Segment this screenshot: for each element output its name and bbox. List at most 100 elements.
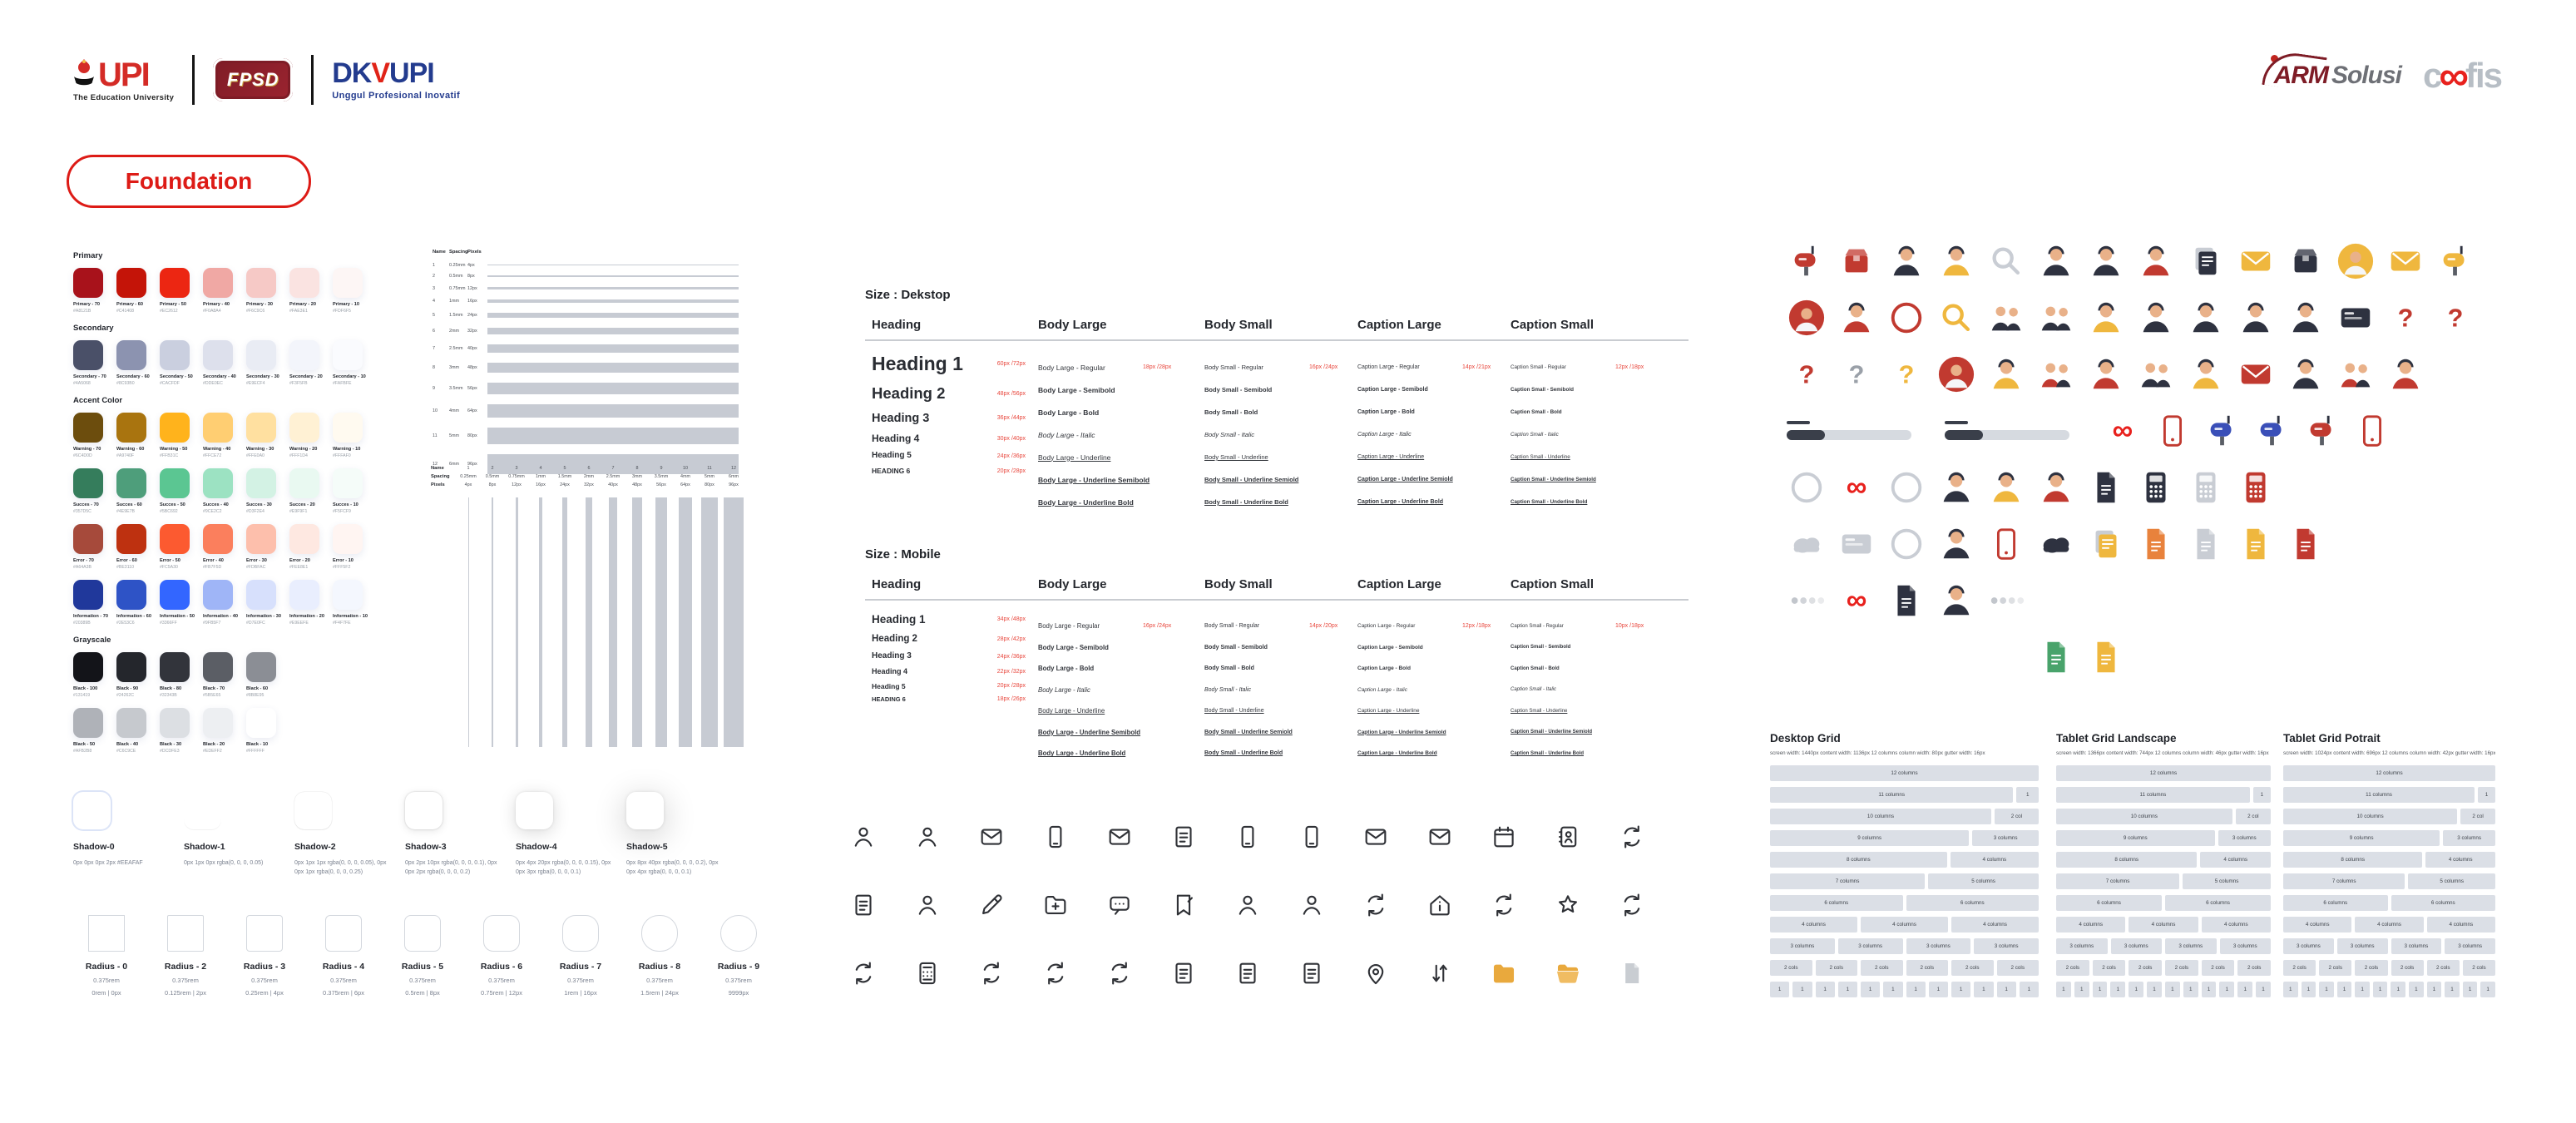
radius-card: Radius - 8 0.375rem 1.5rem | 24px xyxy=(626,915,693,997)
user-return-double-icon xyxy=(1295,888,1328,922)
color-swatch-label: Primary - 40 xyxy=(203,302,230,307)
illustration-person xyxy=(2036,241,2076,281)
color-swatch-hex: #8B8E95 xyxy=(246,693,265,698)
color-swatch-box xyxy=(333,524,363,554)
color-swatch-label: Error - 60 xyxy=(116,558,137,563)
illustration-circle xyxy=(1886,298,1926,338)
type-variant-row: Caption Large - Underline Bold xyxy=(1357,491,1515,513)
color-swatch-box xyxy=(73,652,103,682)
grid-panel: Desktop Grid screen width: 1440px content… xyxy=(1770,732,2039,1003)
spacing-px: 24px xyxy=(560,482,570,487)
spacing-name: 5 xyxy=(433,313,435,318)
shadow-name: Shadow-3 xyxy=(405,842,447,852)
illustration-search xyxy=(1986,241,2026,281)
foundation-button[interactable]: Foundation xyxy=(67,155,311,208)
type-size-note: 18px /28px xyxy=(1143,364,1172,370)
grid-box: 2 cols xyxy=(2319,960,2352,976)
color-swatch: Warning - 30 #FFE0A0 xyxy=(246,413,276,458)
heading-size-note: 20px /28px xyxy=(996,683,1026,690)
calendar-mail-icon xyxy=(1487,820,1520,853)
color-swatch-label: Black - 30 xyxy=(160,742,182,747)
file-icon xyxy=(1615,957,1649,990)
star-plus-icon xyxy=(1551,888,1585,922)
type-variant-row: Body Small - Underline Semiold xyxy=(1204,468,1362,491)
spacing-scale-vertical: Name Spacing Pixels 1 0.25mm 4px 2 0.5mm 8px 3 0.7… xyxy=(431,466,747,757)
spacing-name: 3 xyxy=(433,285,435,291)
user-dollar-icon xyxy=(911,820,944,853)
color-swatch-box xyxy=(160,708,190,738)
color-group-title: Accent Color xyxy=(73,396,123,405)
illustration-mail xyxy=(2236,354,2276,394)
grid-panel: Tablet Grid Potrait screen width: 1024px … xyxy=(2283,732,2496,1003)
partner-logos: ARM Solusi c ∞ fis xyxy=(2261,49,2503,96)
type-variant-row: Body Large - Regular 16px /24px xyxy=(1038,616,1196,637)
grid-row: 9 columns 3 columns xyxy=(1770,830,2039,846)
type-variant-row: Body Small - Underline Semiold xyxy=(1204,722,1362,744)
swatch-row: Warning - 70 #6C4D0D Warning - 60 #A9740F Wa… xyxy=(73,413,431,458)
radius-card: Radius - 4 0.375rem 0.375rem | 6px xyxy=(310,915,377,997)
color-swatch-hex: #357D5C xyxy=(73,509,91,514)
color-swatch: Error - 70 #A64A3B xyxy=(73,524,103,570)
type-variant-row: Body Small - Semibold xyxy=(1204,637,1362,659)
spacing-mm: 2.5mm xyxy=(606,474,621,479)
shadow-sample-box xyxy=(294,792,332,829)
color-swatch: Error - 10 #FFF5F2 xyxy=(333,524,363,570)
color-swatch: Information - 20 #E9EEFE xyxy=(289,580,324,626)
grid-box: 3 columns xyxy=(2219,938,2271,954)
spacing-mm: 3mm xyxy=(632,474,642,479)
type-variant-text: Caption Large - Underline Bold xyxy=(1357,750,1437,757)
grid-box: 4 columns xyxy=(2200,852,2271,868)
color-swatch-box xyxy=(289,524,319,554)
swatch-row: Succes - 70 #357D5C Succes - 60 #4E9E7B Succ… xyxy=(73,468,431,514)
spacing-px: 64px xyxy=(680,482,690,487)
spacing-px: 8px xyxy=(488,482,497,487)
doc-check-icon xyxy=(1167,957,1200,990)
type-size-note: 10px /18px xyxy=(1615,623,1644,630)
color-swatch-hex: #FFE0A0 xyxy=(246,453,265,458)
typography-desktop-section: Size : Dekstop Heading Body Large Body Smal… xyxy=(865,288,1697,507)
spacing-px: 96px xyxy=(467,462,477,467)
heading-size-note: 60px /72px xyxy=(996,361,1026,367)
shadow-sample-box xyxy=(516,792,553,829)
radius-value: 0.125rem | 2px xyxy=(165,989,206,997)
phone-sync-icon xyxy=(1039,820,1072,853)
color-swatch-label: Succes - 20 xyxy=(289,502,315,507)
color-swatch-box xyxy=(246,468,276,498)
heading-size-note: 36px /44px xyxy=(996,415,1026,422)
illustration-box xyxy=(2286,241,2326,281)
grid-box: 2 cols xyxy=(1996,960,2039,976)
doc-minus-icon xyxy=(1231,957,1264,990)
svg-text:?: ? xyxy=(1899,361,1915,389)
grid-box: 1 xyxy=(2019,982,2039,997)
scan-icon xyxy=(1231,820,1264,853)
type-variant-row: Caption Small - Underline Semiold xyxy=(1510,722,1669,744)
coofis-logo: c ∞ fis xyxy=(2423,55,2503,96)
radius-name: Radius - 5 xyxy=(401,962,444,972)
icons-section xyxy=(847,820,1649,990)
grid-row: 11 columns 1 xyxy=(2283,787,2495,803)
spacing-name: 2 xyxy=(491,466,494,471)
type-variant-row: Body Small - Underline Bold xyxy=(1204,491,1362,513)
color-swatch-label: Warning - 50 xyxy=(160,447,188,452)
illustration-person xyxy=(1986,354,2026,394)
radius-value: 0.5rem | 8px xyxy=(405,989,440,997)
illustration-row: ∞ xyxy=(1787,581,2485,621)
grid-row: 4 columns 4 columns 4 columns xyxy=(2283,917,2495,933)
logo-divider xyxy=(311,55,314,105)
illustration-question: ? xyxy=(1837,354,1876,394)
heading-sample-row: HEADING 6 18px /26px xyxy=(872,696,1026,703)
grid-box: 11 columns xyxy=(2056,787,2250,803)
color-swatch-box xyxy=(116,580,146,610)
type-size-note: 14px /20px xyxy=(1309,623,1338,630)
typography-mobile-section: Size : Mobile Heading Body Large Body Small… xyxy=(865,547,1697,757)
color-swatch-hex: #2E53C6 xyxy=(116,621,135,626)
color-swatch-hex: #FC5A30 xyxy=(160,565,178,570)
type-variant-text: Body Small - Underline Semiold xyxy=(1204,476,1299,483)
color-swatch: Information - 30 #D7E0FC xyxy=(246,580,281,626)
type-variant-row: Caption Small - Underline Bold xyxy=(1510,491,1669,513)
type-variant-text: Body Small - Underline Bold xyxy=(1204,498,1288,506)
color-swatch-label: Information - 70 xyxy=(73,614,108,619)
grid-box: 2 cols xyxy=(2355,960,2388,976)
radius-sample-box xyxy=(404,915,441,952)
logo-divider xyxy=(192,55,195,105)
